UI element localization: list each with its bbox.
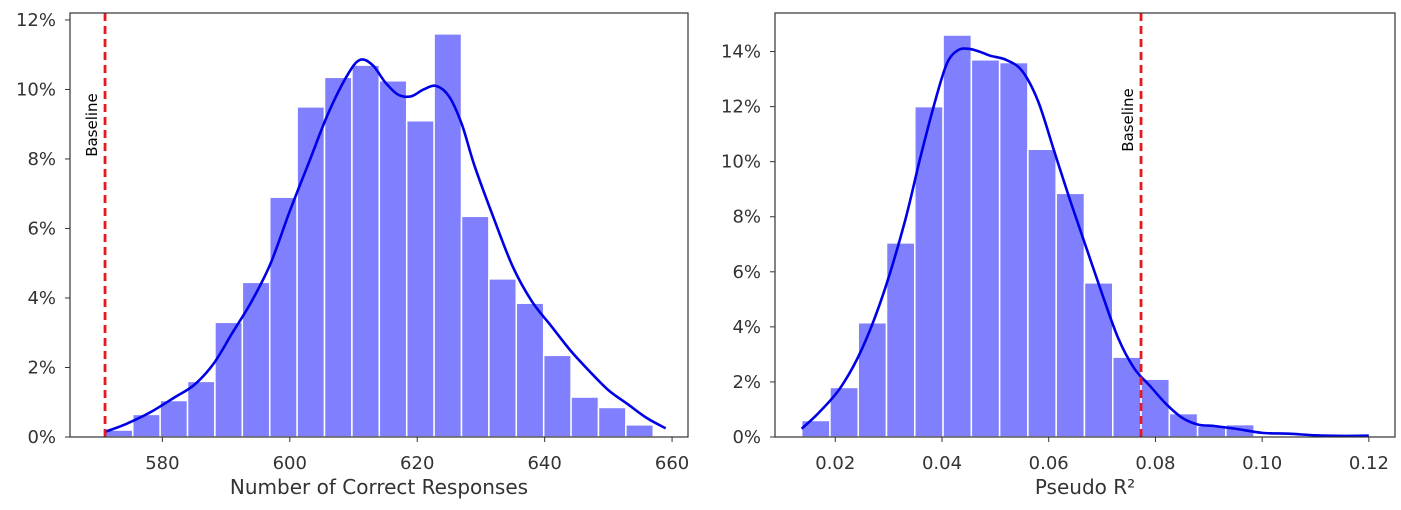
left-y-tick-label: 4% xyxy=(27,288,56,309)
left-bars xyxy=(104,33,655,438)
right-x-tick-label: 0.10 xyxy=(1242,453,1282,474)
left-bar xyxy=(268,196,298,438)
left-x-axis-label: Number of Correct Responses xyxy=(230,475,528,499)
chart-right: Baseline 0.02 0.04 0.06 0.08 0.10 0.12 0% 2% 4%… xyxy=(721,12,1396,499)
left-y-tick-label: 6% xyxy=(27,218,56,239)
left-x-tick-label: 580 xyxy=(145,453,179,474)
left-bar xyxy=(570,396,600,438)
chart-left: Baseline 580 600 620 640 660 0% 2% 4% 6% 8% 10% 12… xyxy=(16,10,689,499)
right-bar xyxy=(970,59,1001,438)
right-bars xyxy=(800,34,1255,438)
left-bar xyxy=(159,399,189,438)
right-bar xyxy=(1083,282,1114,438)
right-y-tick-label: 8% xyxy=(732,207,761,228)
right-bar xyxy=(1140,378,1171,438)
right-bar xyxy=(998,61,1029,438)
right-y-tick-label: 14% xyxy=(721,42,761,63)
left-y-tick-label: 10% xyxy=(16,79,56,100)
left-x-tick-label: 600 xyxy=(273,453,307,474)
left-bar xyxy=(515,302,545,438)
left-bar xyxy=(488,278,518,438)
right-x-ticks: 0.02 0.04 0.06 0.08 0.10 0.12 xyxy=(815,437,1389,474)
right-bar xyxy=(1111,356,1142,438)
left-kde-line xyxy=(104,58,667,434)
right-x-tick-label: 0.12 xyxy=(1349,453,1389,474)
left-bar xyxy=(323,76,353,438)
right-bar xyxy=(1027,148,1057,438)
left-bar xyxy=(597,406,627,438)
right-bar xyxy=(914,105,944,438)
right-y-tick-label: 0% xyxy=(732,427,761,448)
right-bar xyxy=(942,34,973,438)
left-plot-frame xyxy=(69,12,689,438)
left-bar xyxy=(405,119,435,438)
right-y-ticks: 0% 2% 4% 6% 8% 10% 12% 14% xyxy=(721,42,775,448)
right-bar xyxy=(800,419,831,438)
right-bar xyxy=(857,321,888,438)
left-bar xyxy=(625,424,655,438)
right-plot-frame xyxy=(774,12,1396,438)
right-y-tick-label: 4% xyxy=(732,317,761,338)
right-kde-line xyxy=(800,47,1369,438)
right-x-tick-label: 0.06 xyxy=(1029,453,1069,474)
left-x-ticks: 580 600 620 640 660 xyxy=(145,437,689,474)
left-x-tick-label: 620 xyxy=(400,453,434,474)
left-y-ticks: 0% 2% 4% 6% 8% 10% 12% xyxy=(16,10,70,448)
left-bar xyxy=(241,281,271,438)
left-bar xyxy=(378,80,408,438)
right-x-axis-label: Pseudo R² xyxy=(1035,475,1135,499)
left-bar xyxy=(186,380,216,438)
left-bar xyxy=(351,64,381,438)
right-y-tick-label: 12% xyxy=(721,97,761,118)
left-x-tick-label: 640 xyxy=(527,453,561,474)
left-bar xyxy=(460,215,490,438)
left-y-tick-label: 12% xyxy=(16,10,56,31)
right-x-tick-label: 0.04 xyxy=(922,453,962,474)
left-y-tick-label: 8% xyxy=(27,149,56,170)
right-y-tick-label: 2% xyxy=(732,372,761,393)
left-x-tick-label: 660 xyxy=(655,453,689,474)
right-y-tick-label: 10% xyxy=(721,152,761,173)
left-bar xyxy=(542,354,572,438)
right-x-tick-label: 0.08 xyxy=(1135,453,1175,474)
right-x-tick-label: 0.02 xyxy=(815,453,855,474)
right-y-tick-label: 6% xyxy=(732,262,761,283)
left-y-tick-label: 0% xyxy=(27,427,56,448)
left-baseline-label: Baseline xyxy=(83,93,101,157)
right-baseline-label: Baseline xyxy=(1119,88,1137,152)
left-y-tick-label: 2% xyxy=(27,357,56,378)
